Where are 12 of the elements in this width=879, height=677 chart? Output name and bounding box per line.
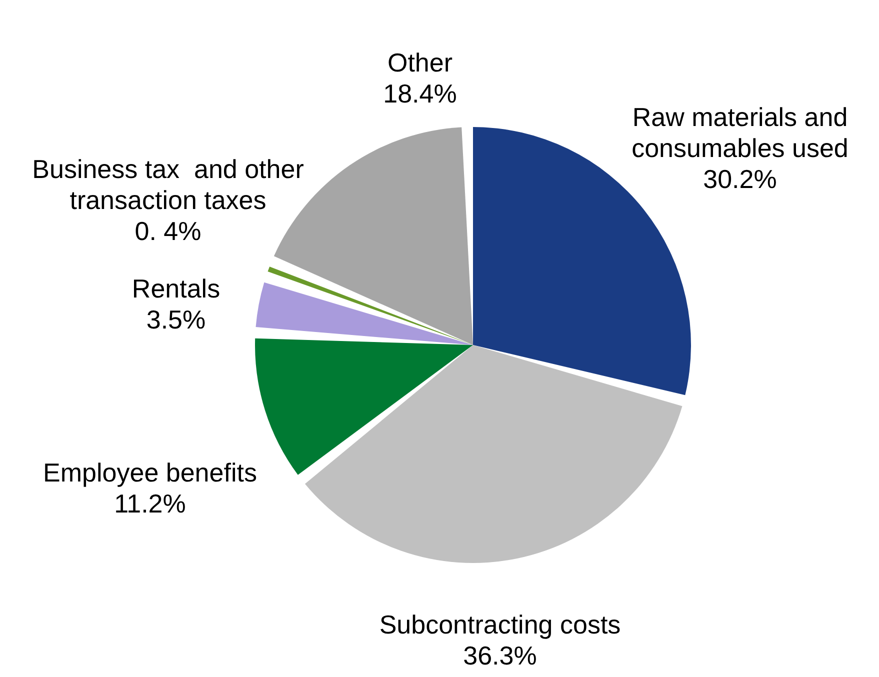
- data-label: 30.2%: [703, 164, 777, 194]
- slice-label: Other: [387, 48, 453, 78]
- data-label: 0. 4%: [134, 216, 202, 246]
- slice-label: Business tax and other transaction taxes: [32, 154, 304, 216]
- data-label: 3.5%: [146, 304, 206, 335]
- slice-label: Raw materials and consumables used: [632, 102, 848, 164]
- data-label: 11.2%: [114, 488, 186, 519]
- slice-label: Employee benefits: [43, 458, 257, 488]
- slice-label: Rentals: [132, 274, 220, 304]
- data-label: 18.4%: [383, 78, 457, 109]
- slice-label: Subcontracting costs: [379, 610, 621, 640]
- data-label: 36.3%: [463, 640, 537, 671]
